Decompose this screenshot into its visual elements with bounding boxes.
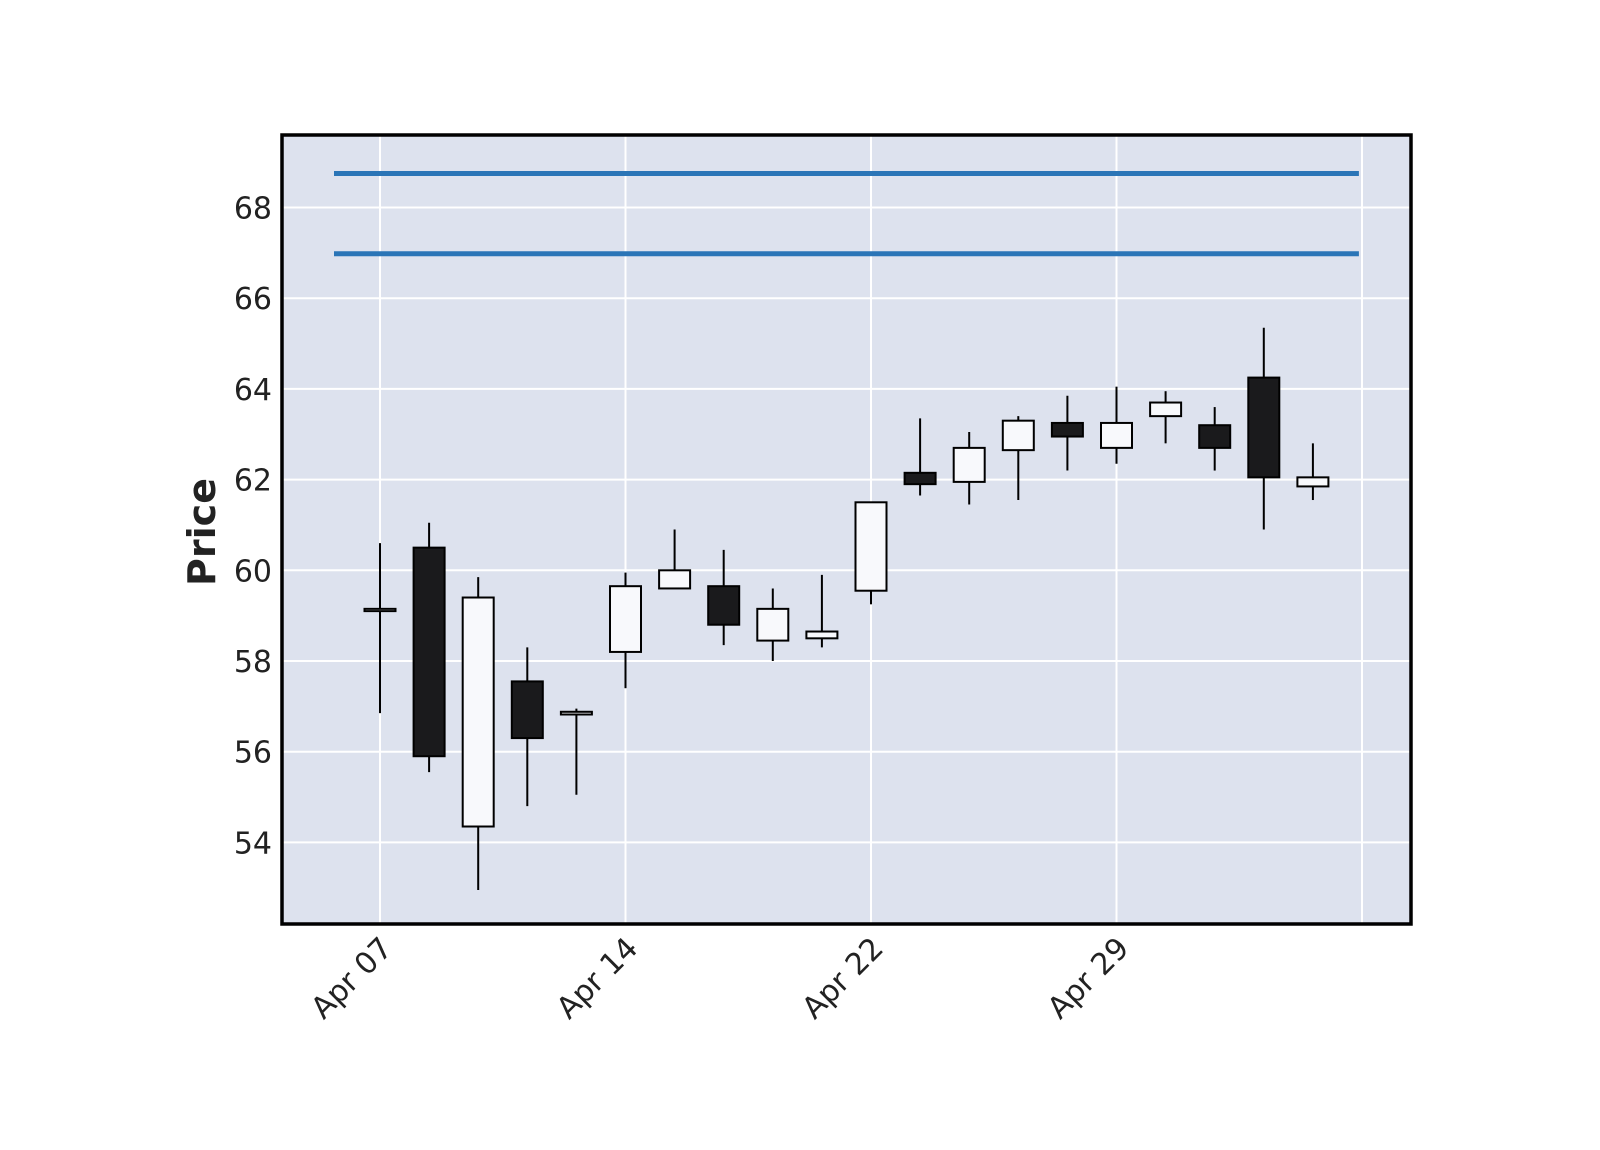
candle [363, 543, 397, 714]
candle-body [805, 630, 839, 640]
candle-body [1001, 419, 1035, 452]
candle-body [559, 710, 593, 716]
candle-body [1050, 421, 1084, 438]
y-tick-label: 64 [234, 373, 272, 408]
y-tick-label: 54 [234, 826, 272, 861]
candle [707, 549, 741, 646]
x-tick-label: Apr 22 [795, 931, 890, 1026]
candle [1001, 416, 1035, 501]
candle-body [854, 501, 888, 592]
candle-body [412, 546, 446, 758]
y-tick-label: 58 [234, 645, 272, 680]
candle-body [1296, 476, 1330, 488]
candle [805, 574, 839, 648]
y-tick-label: 56 [234, 736, 272, 771]
candle-body [756, 607, 790, 642]
y-tick-label: 62 [234, 464, 272, 499]
candle-body [1247, 376, 1281, 479]
candle [609, 572, 642, 689]
candle [658, 529, 692, 590]
x-tick-label: Apr 07 [304, 931, 399, 1026]
candle-body [903, 471, 937, 486]
candle-body [461, 596, 495, 828]
candle-body [609, 585, 642, 653]
y-tick-label: 68 [234, 192, 272, 227]
candle-body [1149, 401, 1183, 418]
candle [854, 501, 888, 605]
candle-body [707, 585, 741, 626]
candle-body [510, 680, 544, 740]
plot-frame [280, 133, 1413, 926]
candle [510, 647, 544, 807]
candle-body [952, 446, 986, 483]
candle-body [1198, 424, 1232, 449]
y-axis-title: Price [180, 478, 224, 586]
candle [1247, 327, 1281, 530]
candle [1296, 443, 1330, 501]
candle-body [363, 607, 397, 613]
candle [1198, 407, 1232, 471]
candle-body [1100, 421, 1133, 449]
candle-body [658, 569, 692, 590]
y-tick-label: 66 [234, 282, 272, 317]
candle [952, 432, 986, 505]
x-tick-label: Apr 14 [550, 931, 645, 1026]
x-tick-label: Apr 29 [1041, 931, 1136, 1026]
candle [1100, 386, 1133, 464]
candle [461, 577, 495, 890]
candle [1149, 391, 1183, 444]
candle [559, 708, 593, 795]
candle [1050, 395, 1084, 471]
candle [412, 522, 446, 773]
candle [756, 588, 790, 661]
y-tick-label: 60 [234, 554, 272, 589]
candle [903, 418, 937, 496]
